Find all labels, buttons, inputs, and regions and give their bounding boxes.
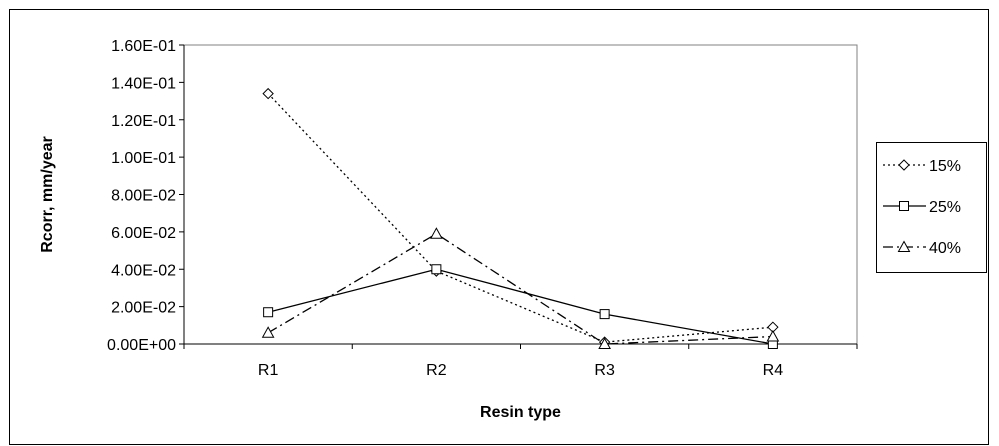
data-point: [430, 227, 443, 239]
y-axis: 0.00E+00 2.00E-02 4.00E-02 6.00E-02 8.00E-02…: [107, 38, 185, 354]
legend-label: 25%: [929, 199, 961, 216]
y-tick-label: 1.00E-01: [111, 150, 176, 167]
series-line: [267, 232, 773, 345]
x-tick-label: R2: [426, 362, 447, 379]
series-line: [267, 268, 773, 345]
data-point: [261, 326, 275, 338]
x-tick-label: R1: [258, 362, 279, 379]
legend-entry: 15%: [883, 158, 961, 175]
y-tick-label: 4.00E-02: [111, 262, 176, 279]
legend-label: 15%: [929, 158, 961, 175]
y-tick-label: 1.60E-01: [111, 38, 176, 55]
legend-marker: [898, 159, 910, 171]
plot-area: [183, 44, 858, 345]
series-1: [263, 264, 778, 349]
y-tick-label: 0.00E+00: [107, 337, 176, 354]
legend-marker: [899, 201, 909, 211]
data-point: [598, 337, 611, 349]
legend-entry: 40%: [883, 240, 961, 257]
data-point: [431, 264, 442, 275]
x-tick-label: R3: [594, 362, 615, 379]
legend-label: 40%: [929, 240, 961, 257]
y-tick-label: 2.00E-02: [111, 300, 176, 317]
data-point: [766, 329, 780, 342]
data-point: [263, 307, 274, 318]
series-line: [267, 93, 773, 343]
x-axis: R1 R2 R3 R4: [183, 343, 858, 379]
x-axis-title: Resin type: [480, 404, 561, 421]
y-tick-label: 1.40E-01: [111, 75, 176, 92]
legend-entry: 25%: [883, 199, 961, 216]
legend: 15% 25% 40%: [876, 142, 987, 273]
y-tick-label: 8.00E-02: [111, 188, 176, 205]
y-tick-label: 6.00E-02: [111, 225, 176, 242]
y-tick-label: 1.20E-01: [111, 113, 176, 130]
data-point: [262, 87, 274, 100]
legend-marker: [897, 240, 911, 252]
data-point: [599, 309, 610, 320]
series-layer: [261, 87, 780, 349]
y-axis-title: Rcorr, mm/year: [39, 136, 56, 253]
series-2: [261, 227, 780, 349]
legend-box: [876, 142, 987, 273]
x-tick-label: R4: [763, 362, 784, 379]
